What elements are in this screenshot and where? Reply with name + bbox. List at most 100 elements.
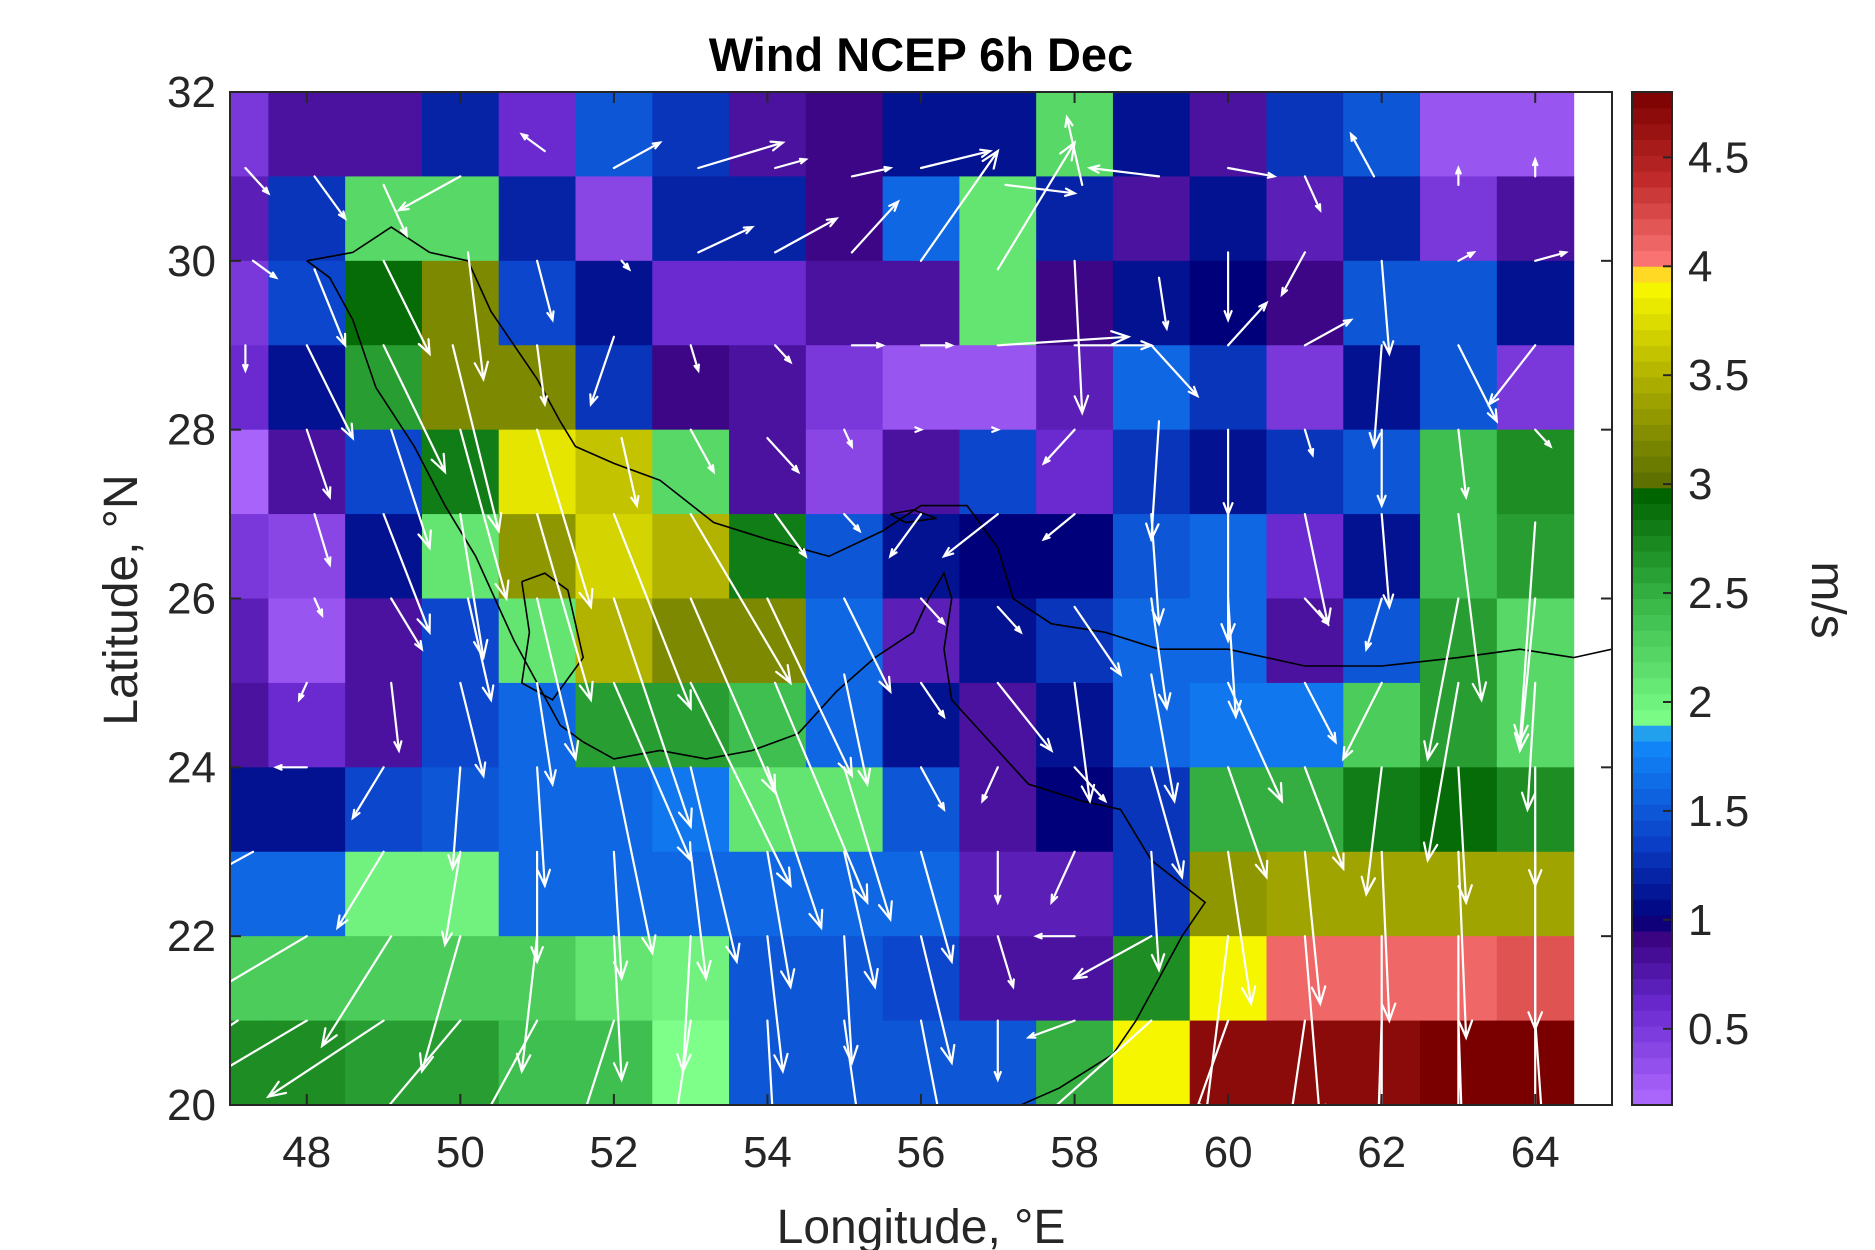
wind-arrow: [466, 251, 489, 382]
heatmap-cell: [575, 429, 653, 515]
heatmap-cell: [1266, 1020, 1344, 1105]
y-tick-label: 22: [167, 912, 216, 961]
colorbar-band: [1632, 440, 1672, 457]
wind-arrow: [1227, 766, 1269, 880]
wind-arrow: [689, 513, 793, 686]
colorbar-band: [1632, 424, 1672, 441]
heatmap-cell: [1189, 851, 1268, 937]
heatmap-cell: [652, 260, 730, 346]
wind-arrow: [843, 673, 872, 788]
colorbar-ticks: 0.5 1 1.5 2 2.5 3 3.5 4 4.5: [1663, 133, 1749, 1054]
heatmap-cell: [652, 429, 730, 515]
coastline-segment: [889, 509, 937, 524]
heatmap-cell: [882, 1020, 960, 1105]
heatmap-cell: [1343, 176, 1421, 262]
wind-arrow: [536, 681, 557, 788]
colorbar-band: [1632, 962, 1672, 979]
wind-arrow: [305, 344, 355, 441]
wind-arrow: [382, 259, 431, 357]
heatmap-cell: [729, 598, 807, 684]
wind-arrow: [1380, 259, 1395, 357]
heatmap-cell: [1112, 260, 1191, 346]
wind-arrow: [1457, 850, 1474, 1041]
wind-arrow: [1223, 251, 1233, 323]
wind-arrow: [1457, 513, 1488, 703]
wind-arrow: [1073, 605, 1123, 677]
wind-arrow: [996, 605, 1023, 635]
heatmap-cell: [652, 1020, 730, 1105]
x-tick-label: 50: [436, 1128, 485, 1177]
wind-arrow: [843, 850, 879, 990]
wind-arrow: [1457, 250, 1477, 262]
wind-arrow: [1050, 850, 1076, 906]
heatmap-cell: [268, 851, 346, 937]
colorbar-band: [1632, 218, 1672, 236]
heatmap-cell: [345, 345, 423, 431]
heatmap-cell: [652, 92, 730, 178]
wind-arrow: [1303, 318, 1354, 347]
wind-arrow: [676, 1019, 692, 1105]
heatmap-cell: [882, 429, 960, 515]
wind-arrow: [396, 175, 462, 212]
wind-arrow: [1086, 164, 1161, 178]
heatmap-cell: [268, 514, 346, 600]
heatmap-cell: [652, 851, 730, 937]
colorbar-band: [1632, 171, 1672, 188]
colorbar-band: [1632, 456, 1672, 473]
x-tick-label: 56: [897, 1128, 946, 1177]
heatmap-cell: [1189, 345, 1268, 431]
wind-arrow: [612, 513, 692, 711]
heatmap-cell: [1189, 936, 1268, 1022]
coastline-segment: [306, 260, 1207, 1105]
heatmap-cell: [1036, 514, 1114, 600]
y-tick-label: 28: [167, 406, 216, 455]
wind-arrow: [382, 344, 447, 475]
colorbar-tick-label: 2.5: [1688, 569, 1749, 618]
colorbar-band: [1632, 392, 1672, 410]
wind-arrow: [843, 428, 854, 450]
wind-arrow: [850, 199, 901, 254]
y-axis-label: Latitude, °N: [95, 474, 148, 725]
heatmap-cell: [805, 176, 884, 262]
wind-arrow: [390, 597, 424, 652]
heatmap-cell: [421, 92, 500, 178]
wind-arrow: [919, 148, 1000, 262]
wind-arrow: [388, 1019, 462, 1105]
heatmap-cell: [498, 598, 577, 684]
wind-arrow: [313, 268, 347, 349]
wind-arrow: [297, 681, 308, 703]
y-tick-label: 32: [167, 68, 216, 117]
heatmap-cell: [1036, 598, 1114, 684]
wind-arrow: [1423, 597, 1460, 762]
heatmap-cell: [498, 92, 577, 178]
x-tick-label: 62: [1357, 1128, 1406, 1177]
wind-arrow: [1150, 850, 1166, 973]
wind-arrow: [1303, 681, 1337, 745]
heatmap-cell: [230, 345, 269, 431]
wind-arrow: [1360, 766, 1383, 897]
colorbar-band: [1632, 756, 1672, 774]
wind-arrow: [1072, 935, 1153, 980]
wind-arrow: [382, 513, 431, 636]
wind-arrow: [390, 428, 432, 551]
heatmap-cell: [345, 260, 423, 346]
wind-arrow: [914, 426, 924, 433]
colorbar-band: [1632, 820, 1672, 837]
wind-arrow: [1513, 597, 1537, 754]
wind-arrow: [981, 766, 999, 804]
wind-arrow: [1033, 932, 1076, 940]
heatmap-cell: [345, 598, 423, 684]
wind-arrow: [441, 850, 462, 948]
heatmap-cell: [1266, 682, 1344, 768]
wind-arrow: [459, 513, 489, 661]
wind-arrow: [1368, 344, 1383, 450]
heatmap-cell: [268, 682, 346, 768]
wind-arrow: [919, 935, 956, 1066]
heatmap-cell: [805, 682, 884, 768]
wind-arrow: [1341, 681, 1383, 762]
heatmap-cell: [959, 429, 1037, 515]
wind-arrow: [697, 225, 755, 254]
colorbar-band: [1632, 1041, 1672, 1059]
heatmap-cell: [805, 429, 884, 515]
colorbar-band: [1632, 645, 1672, 663]
